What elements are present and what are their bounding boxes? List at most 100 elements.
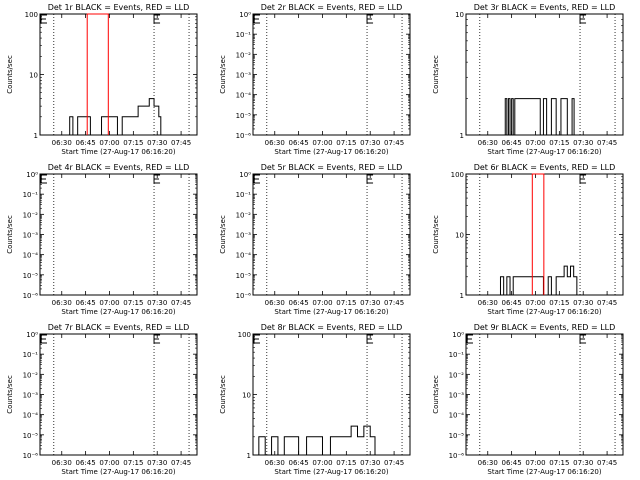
y-tick-label: 10⁻⁶	[23, 452, 39, 460]
chart-title: Det 1r BLACK = Events, RED = LLD	[48, 3, 190, 12]
y-axis-label: Counts/sec	[432, 55, 440, 94]
plot-frame	[252, 173, 411, 296]
x-tick-label: 06:45	[502, 459, 522, 467]
x-axis-label: Start Time (27-Aug-17 06:16:20)	[487, 468, 601, 476]
x-tick-label: 06:45	[76, 139, 96, 147]
y-tick-label: 10⁻⁶	[449, 452, 465, 460]
series-events	[258, 425, 377, 456]
y-axis-label: Counts/sec	[219, 55, 227, 94]
y-tick-label: 10⁰	[239, 11, 251, 19]
x-axis-label: Start Time (27-Aug-17 06:16:20)	[487, 148, 601, 156]
y-tick-label: 10⁻²	[23, 211, 39, 219]
x-tick-label: 07:45	[171, 459, 191, 467]
event-marker-E	[40, 334, 47, 344]
x-tick-label: 07:15	[123, 299, 143, 307]
y-tick-label: 100	[25, 11, 38, 19]
y-tick-label: 10⁻³	[236, 232, 252, 240]
y-tick-label: 10⁰	[26, 171, 38, 179]
y-tick-label: 10⁻⁴	[449, 412, 465, 420]
y-tick-label: 10	[455, 232, 464, 240]
x-axis-label: Start Time (27-Aug-17 06:16:20)	[61, 308, 175, 316]
y-tick-label: 10⁰	[26, 331, 38, 339]
y-tick-label: 10⁻³	[23, 232, 39, 240]
chart-panel-7: Det 7r BLACK = Events, RED = LLD 10⁰ 10⁻¹ 1…	[6, 323, 198, 476]
y-tick-label: 10⁻⁴	[23, 252, 39, 260]
x-tick-label: 06:30	[52, 139, 72, 147]
x-tick-label: 07:15	[549, 459, 569, 467]
x-tick-label: 07:45	[171, 139, 191, 147]
y-tick-label: 10⁻⁴	[236, 252, 252, 260]
x-tick-label: 07:30	[360, 459, 380, 467]
y-tick-label: 10	[455, 11, 464, 19]
x-tick-label: 07:00	[99, 299, 119, 307]
x-tick-label: 07:30	[573, 299, 593, 307]
x-tick-label: 06:30	[265, 299, 285, 307]
chart-panel-3: Det 3r BLACK = Events, RED = LLD 1 10 Count…	[432, 3, 624, 156]
x-tick-label: 07:30	[360, 299, 380, 307]
y-tick-label: 1	[460, 292, 464, 300]
y-tick-label: 10⁻⁴	[23, 412, 39, 420]
y-axis-label: Counts/sec	[432, 375, 440, 414]
series-events	[497, 265, 579, 296]
chart-title: Det 9r BLACK = Events, RED = LLD	[474, 323, 616, 332]
event-marker-E	[366, 174, 374, 184]
x-axis-label: Start Time (27-Aug-17 06:16:20)	[487, 308, 601, 316]
event-marker-E	[466, 334, 473, 344]
y-axis-label: Counts/sec	[6, 55, 14, 94]
y-axis-label: Counts/sec	[219, 215, 227, 254]
event-marker-E	[366, 334, 374, 344]
event-marker-E	[40, 174, 47, 184]
chart-title: Det 5r BLACK = Events, RED = LLD	[261, 163, 403, 172]
x-tick-label: 07:15	[336, 299, 356, 307]
x-axis-label: Start Time (27-Aug-17 06:16:20)	[274, 148, 388, 156]
x-tick-label: 06:30	[478, 139, 498, 147]
x-tick-label: 07:30	[147, 459, 167, 467]
x-tick-label: 07:15	[123, 139, 143, 147]
x-tick-label: 07:15	[336, 139, 356, 147]
x-tick-label: 06:45	[502, 139, 522, 147]
chart-panel-9: Det 9r BLACK = Events, RED = LLD 10⁰ 10⁻¹ 1…	[432, 323, 624, 476]
x-tick-label: 06:30	[478, 299, 498, 307]
y-tick-label: 10⁻⁵	[236, 272, 252, 280]
y-tick-label: 10⁻²	[236, 51, 252, 59]
y-tick-label: 10⁻⁵	[23, 272, 39, 280]
y-tick-label: 10⁻³	[23, 392, 39, 400]
y-tick-label: 10⁻²	[236, 211, 252, 219]
x-tick-label: 07:30	[147, 299, 167, 307]
x-tick-label: 07:30	[147, 139, 167, 147]
y-tick-label: 1	[460, 132, 464, 140]
chart-panel-4: Det 4r BLACK = Events, RED = LLD 10⁰ 10⁻¹ 1…	[6, 163, 198, 316]
event-marker-E	[579, 14, 587, 24]
chart-title: Det 6r BLACK = Events, RED = LLD	[474, 163, 616, 172]
series-events	[66, 98, 162, 136]
event-marker-E	[253, 14, 260, 24]
y-tick-label: 10⁻⁵	[236, 112, 252, 120]
x-tick-label: 06:30	[478, 459, 498, 467]
y-tick-label: 10	[29, 72, 38, 80]
y-tick-label: 10⁻¹	[23, 191, 39, 199]
x-tick-label: 07:45	[171, 299, 191, 307]
plot-frame	[39, 333, 198, 456]
y-tick-label: 1	[34, 132, 38, 140]
x-tick-label: 06:30	[265, 459, 285, 467]
y-axis-label: Counts/sec	[432, 215, 440, 254]
x-tick-label: 07:15	[123, 459, 143, 467]
y-tick-label: 10⁻²	[449, 371, 465, 379]
y-axis-label: Counts/sec	[219, 375, 227, 414]
event-marker-E	[579, 334, 587, 344]
y-tick-label: 10⁻¹	[23, 351, 39, 359]
y-tick-label: 10⁻⁶	[236, 132, 252, 140]
x-tick-label: 06:45	[289, 459, 309, 467]
x-tick-label: 07:00	[525, 139, 545, 147]
plot-frame	[465, 13, 624, 136]
x-tick-label: 07:45	[597, 459, 617, 467]
event-marker-E	[253, 174, 260, 184]
event-marker-E	[366, 14, 374, 24]
chart-title: Det 7r BLACK = Events, RED = LLD	[48, 323, 190, 332]
y-tick-label: 1	[247, 452, 251, 460]
x-tick-label: 07:30	[360, 139, 380, 147]
x-tick-label: 07:00	[312, 139, 332, 147]
event-marker-E	[153, 14, 161, 24]
y-tick-label: 10⁻¹	[236, 31, 252, 39]
y-tick-label: 10⁻¹	[449, 351, 465, 359]
